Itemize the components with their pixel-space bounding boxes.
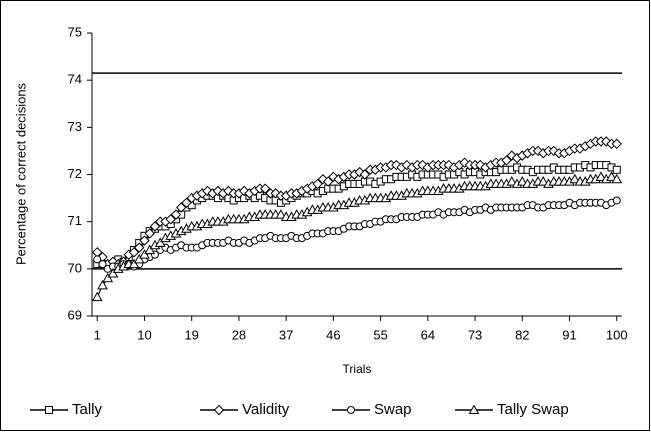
x-tick-label: 37 [279, 327, 293, 342]
y-tick-label: 74 [68, 72, 82, 87]
data-point [144, 228, 155, 239]
data-point [165, 214, 176, 225]
data-point [139, 249, 150, 259]
data-point [322, 176, 334, 187]
x-tick-label: 28 [232, 327, 246, 342]
legend-label: Tally [72, 401, 103, 418]
data-point [144, 244, 156, 254]
x-tick-label: 91 [562, 327, 576, 342]
y-tick-label: 70 [68, 260, 82, 275]
y-tick-label: 69 [68, 307, 82, 322]
data-point [259, 183, 271, 194]
y-tick-label: 72 [68, 166, 82, 181]
y-tick-label: 71 [68, 213, 82, 228]
data-point [506, 176, 518, 186]
data-point [569, 173, 581, 184]
data-point [606, 171, 617, 181]
legend-marker [347, 406, 355, 414]
x-tick-label: 19 [184, 327, 198, 342]
data-point [97, 279, 108, 290]
x-tick-label: 64 [421, 327, 435, 342]
x-tick-label: 46 [326, 327, 340, 342]
data-point [312, 178, 323, 190]
x-tick-label: 100 [606, 327, 628, 342]
x-tick-label: 1 [94, 327, 101, 342]
legend-marker [45, 406, 53, 414]
data-point [107, 268, 119, 278]
data-point [154, 237, 166, 247]
data-point [139, 235, 150, 246]
data-point [506, 150, 518, 161]
data-point [170, 209, 182, 220]
legend-label: Swap [374, 401, 412, 418]
data-point [516, 176, 528, 186]
x-tick-label: 82 [515, 327, 529, 342]
x-tick-label: 73 [468, 327, 482, 342]
x-tick-label: 55 [373, 327, 387, 342]
data-point [359, 169, 371, 180]
legend-label: Validity [242, 401, 290, 418]
y-axis-title: Percentage of correct decisions [13, 82, 28, 265]
data-point [176, 202, 187, 213]
data-point [93, 255, 102, 264]
legend-label: Tally Swap [497, 401, 569, 418]
data-point [611, 138, 622, 150]
legend-marker [213, 404, 225, 416]
data-point [612, 165, 621, 174]
data-point [501, 155, 512, 166]
data-point [595, 171, 607, 181]
data-point [149, 221, 161, 232]
y-tick-label: 75 [68, 24, 82, 39]
y-tick-label: 73 [68, 119, 82, 134]
x-tick-label: 10 [137, 327, 151, 342]
data-point [91, 291, 103, 302]
data-point [98, 260, 107, 269]
data-point [611, 173, 623, 184]
legend-marker [468, 404, 480, 414]
data-point [102, 272, 114, 283]
data-point [537, 176, 549, 186]
data-point [128, 258, 140, 269]
data-point [134, 242, 145, 253]
data-point [181, 197, 192, 209]
data-point [612, 196, 621, 205]
data-point [128, 247, 140, 258]
data-point [275, 209, 287, 219]
x-axis-title: Trials [343, 362, 372, 376]
data-point [133, 253, 145, 264]
